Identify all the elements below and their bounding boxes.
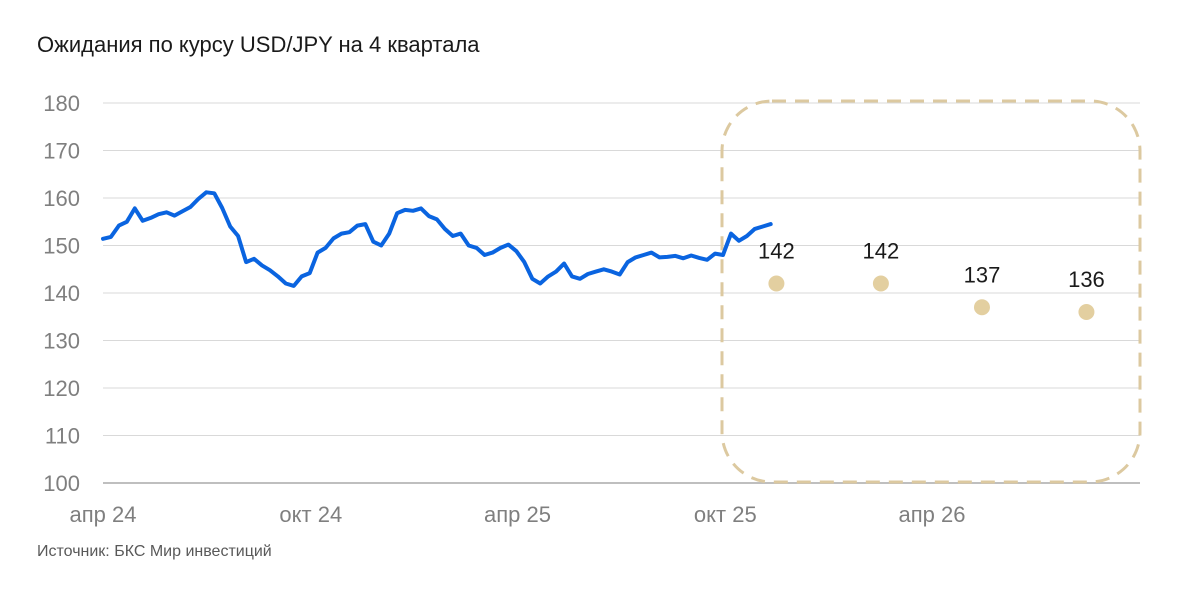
forecast-value-label: 137 bbox=[964, 262, 1001, 287]
x-tick-label: окт 25 bbox=[694, 502, 757, 527]
forecast-points: 142 142 137 136 bbox=[758, 239, 1105, 320]
source-note: Источник: БКС Мир инвестиций bbox=[37, 543, 272, 560]
y-tick-label: 100 bbox=[43, 471, 80, 496]
y-tick-label: 140 bbox=[43, 281, 80, 306]
forecast-value-label: 136 bbox=[1068, 267, 1105, 292]
forecast-point bbox=[768, 275, 785, 292]
forecast-highlight-frame bbox=[720, 99, 1142, 484]
usdjpy-line bbox=[101, 190, 773, 288]
chart-title: Ожидания по курсу USD/JPY на 4 квартала bbox=[37, 32, 480, 57]
forecast-value-label: 142 bbox=[863, 239, 900, 264]
x-tick-label: апр 24 bbox=[70, 502, 137, 527]
forecast-point bbox=[1078, 304, 1095, 320]
y-tick-label: 130 bbox=[43, 329, 80, 354]
y-tick-label: 180 bbox=[43, 91, 80, 116]
y-tick-label: 160 bbox=[43, 186, 80, 211]
y-tick-label: 150 bbox=[43, 234, 80, 259]
x-tick-label: апр 25 bbox=[484, 502, 551, 527]
y-axis-ticks: 100 110 120 130 140 150 160 170 180 bbox=[43, 91, 80, 496]
x-axis-ticks: апр 24 окт 24 апр 25 окт 25 апр 26 bbox=[70, 502, 966, 527]
forecast-point bbox=[973, 299, 990, 316]
forecast-value-label: 142 bbox=[758, 239, 795, 264]
forecast-point bbox=[872, 275, 889, 292]
y-tick-label: 120 bbox=[43, 376, 80, 401]
grid-lines bbox=[103, 102, 1140, 484]
x-tick-label: апр 26 bbox=[899, 502, 966, 527]
y-tick-label: 110 bbox=[45, 424, 80, 449]
y-tick-label: 170 bbox=[43, 139, 80, 164]
series-lines bbox=[101, 190, 773, 288]
x-tick-label: окт 24 bbox=[279, 502, 342, 527]
